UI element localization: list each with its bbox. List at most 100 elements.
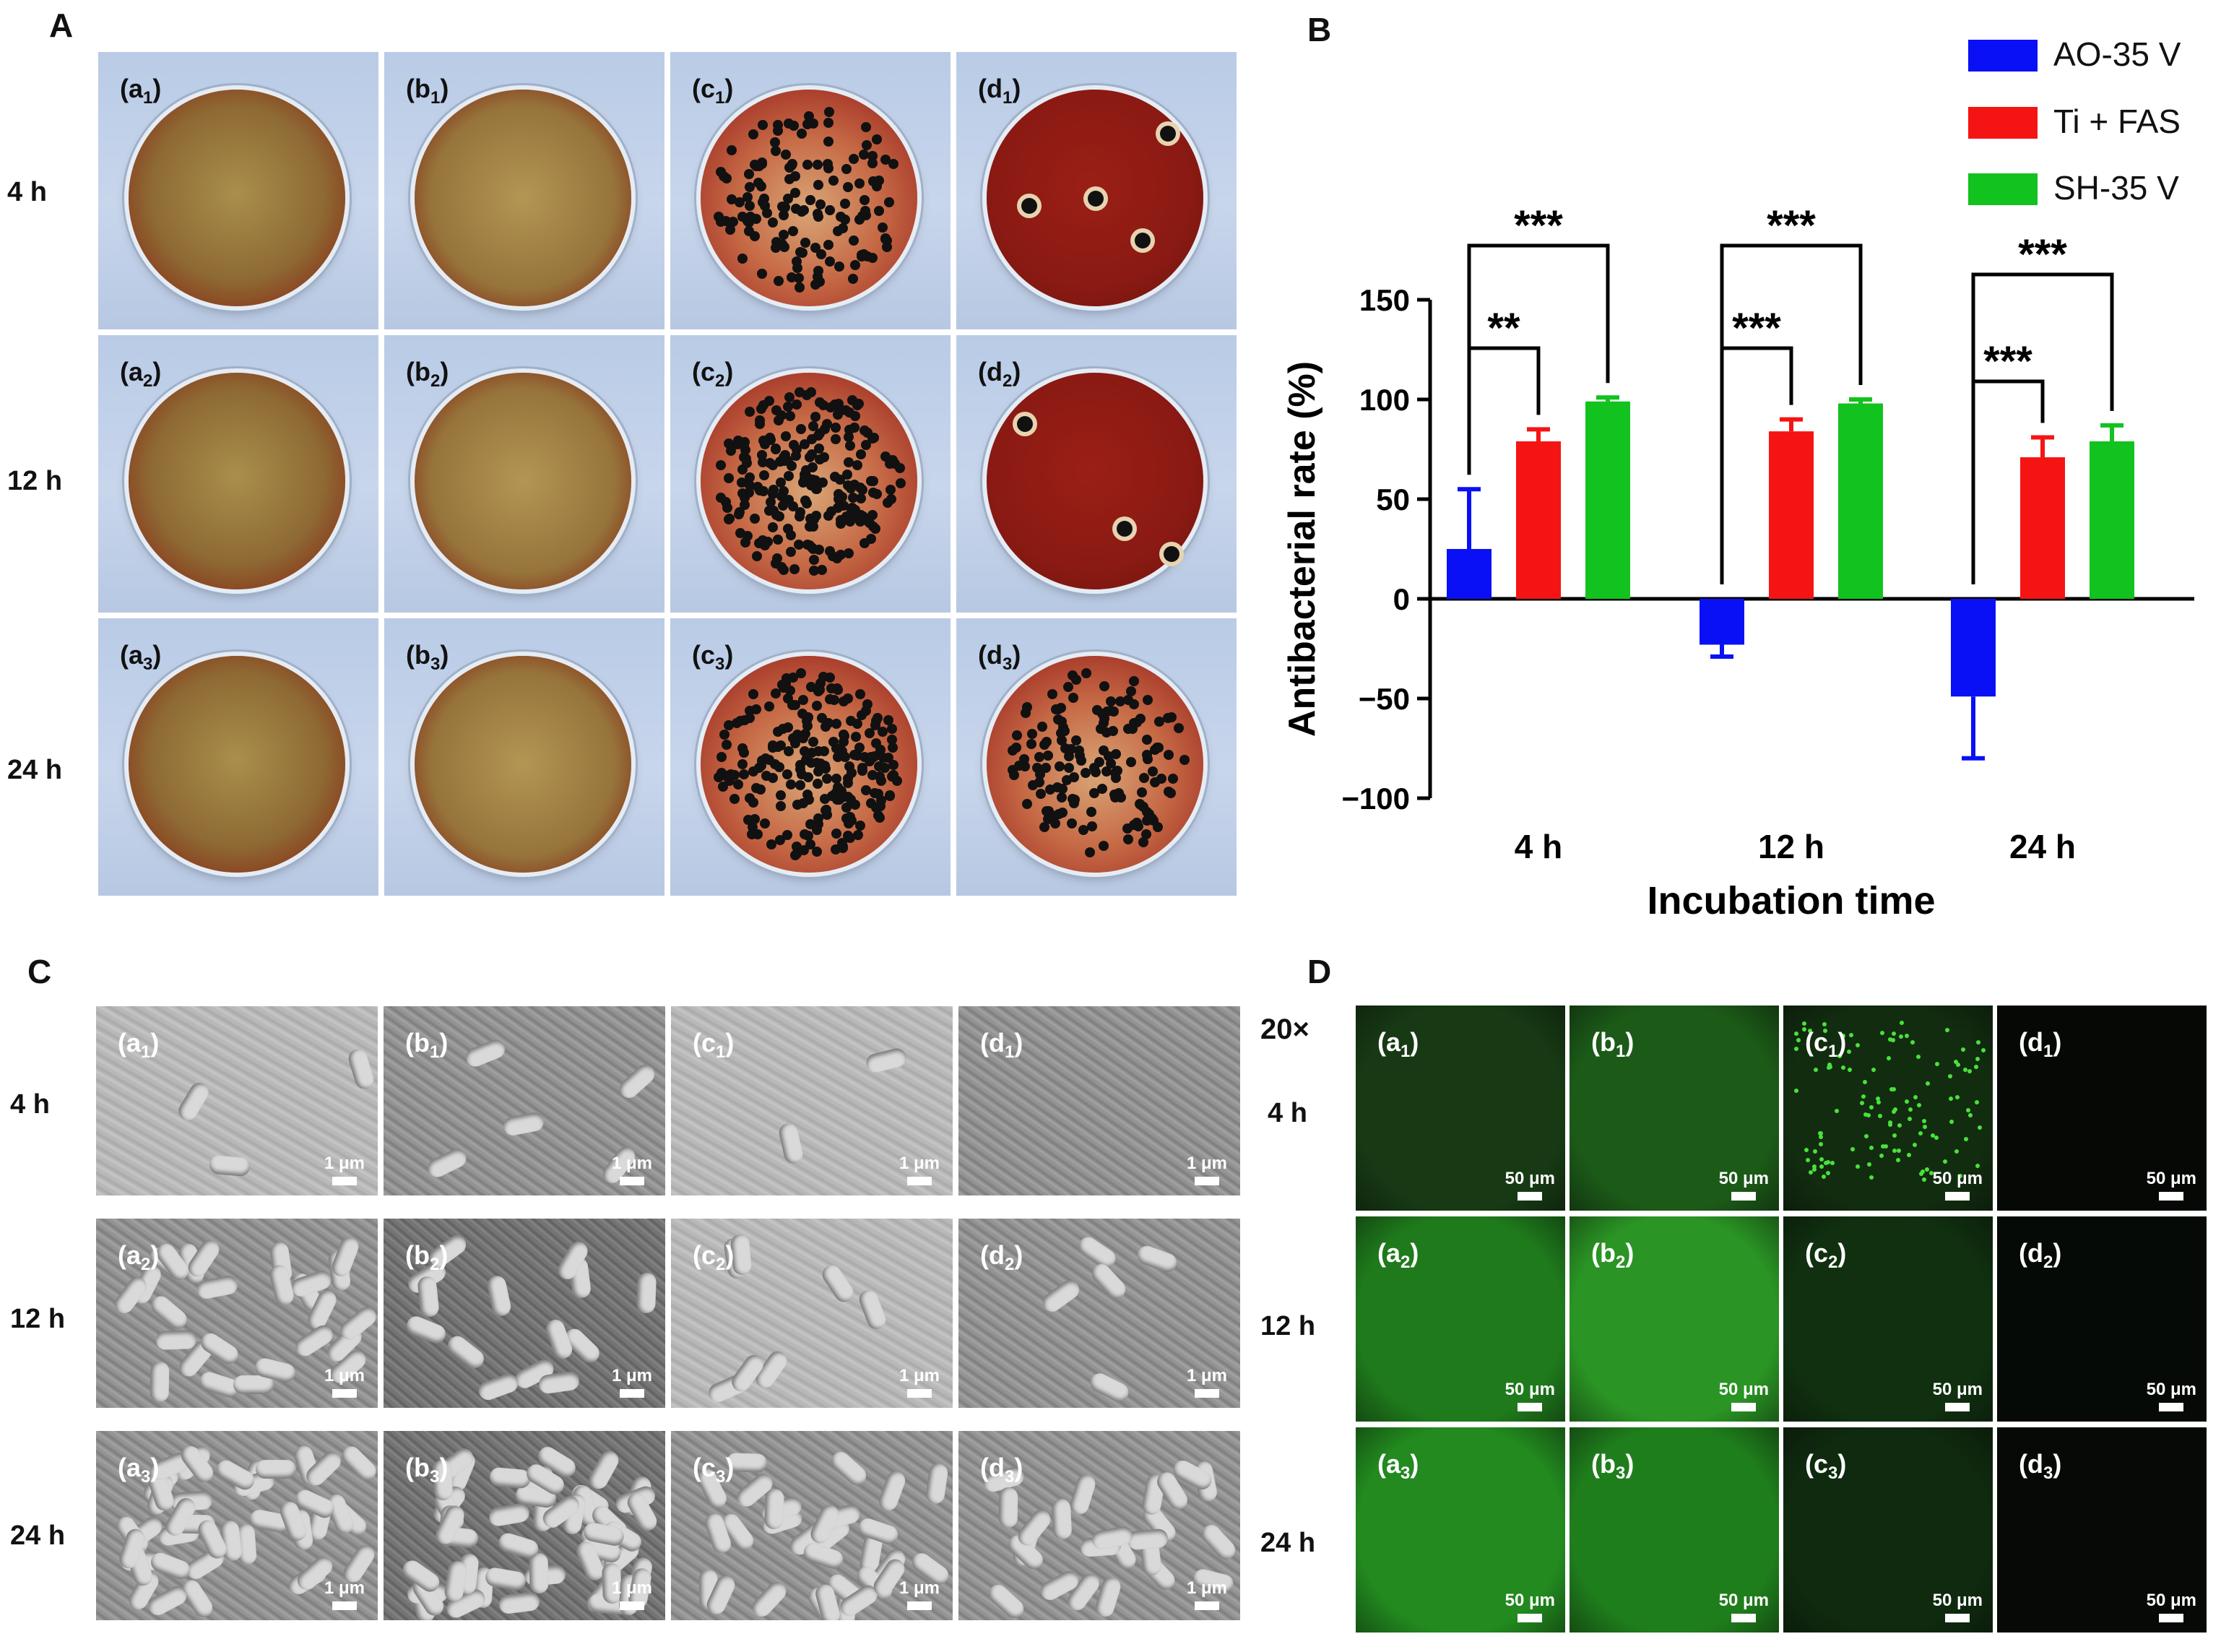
colony	[1148, 815, 1159, 826]
colony	[768, 217, 778, 228]
colony	[856, 493, 867, 503]
colony	[790, 849, 801, 860]
bacterium	[1088, 1260, 1130, 1303]
colony	[780, 202, 791, 212]
colony	[726, 194, 737, 204]
colony	[1135, 233, 1151, 248]
colony	[1166, 712, 1177, 722]
colony	[837, 842, 848, 852]
colony	[849, 153, 860, 164]
colony	[805, 195, 815, 206]
tile-label: (d1)	[978, 74, 1021, 108]
scale-bar-line	[1731, 1192, 1757, 1201]
bacterium	[424, 1145, 469, 1180]
colony	[1081, 668, 1092, 679]
colony	[1085, 847, 1096, 857]
colony	[758, 470, 769, 481]
colony	[1105, 696, 1116, 707]
scale-bar-label: 50 μm	[1932, 1591, 1983, 1610]
fluorescent-spot	[1913, 1094, 1918, 1099]
colony	[815, 199, 826, 210]
fluorescence-image-tile: (a3) 50 μm	[1356, 1427, 1565, 1632]
fluorescent-spot	[1881, 1143, 1886, 1149]
fluorescence-image-tile: (d2) 50 μm	[1997, 1216, 2207, 1422]
bacterium	[763, 1488, 784, 1530]
bacterium	[998, 1487, 1018, 1528]
fluorescent-spot	[1794, 1089, 1799, 1094]
colony	[847, 767, 857, 778]
colony	[745, 182, 756, 193]
colony	[1065, 744, 1076, 755]
sem-image-tile: (d2) 1 μm	[958, 1219, 1240, 1408]
colony	[756, 450, 767, 461]
fluorescent-spot	[1804, 1147, 1809, 1152]
colony	[1056, 792, 1067, 803]
colony	[792, 399, 802, 410]
bacterium	[488, 1466, 531, 1489]
colony	[1088, 191, 1104, 207]
colony	[856, 250, 867, 261]
colony	[875, 776, 886, 787]
colony	[844, 432, 854, 443]
colony	[1143, 695, 1153, 706]
colony	[850, 799, 861, 810]
petri-dish	[987, 656, 1203, 873]
colony	[729, 793, 740, 804]
petri-dish	[701, 90, 917, 306]
tile-label: (c2)	[692, 357, 734, 392]
colony	[813, 208, 823, 219]
colony	[844, 457, 854, 468]
colony	[816, 249, 827, 260]
colony	[884, 196, 895, 207]
colony	[789, 699, 800, 710]
fluorescent-spot	[1891, 1109, 1896, 1114]
colony	[1014, 760, 1025, 771]
colony	[753, 762, 764, 773]
panel-d-row-label-4h: 4 h	[1268, 1098, 1307, 1128]
colony	[1063, 762, 1074, 773]
colony	[857, 766, 868, 777]
colony	[852, 459, 862, 470]
colony	[732, 779, 743, 790]
scale-bar-label: 50 μm	[1505, 1591, 1555, 1610]
fluorescent-spot	[1861, 1094, 1866, 1099]
fluorescent-spot	[1934, 1135, 1939, 1140]
agar-plate-tile: (d2)	[956, 335, 1237, 613]
colony	[804, 111, 815, 121]
fluorescent-spot	[1976, 1039, 1981, 1045]
fluorescent-spot	[1822, 1174, 1827, 1179]
fluorescent-spot	[1864, 1133, 1869, 1138]
colony	[865, 476, 876, 486]
fluorescent-spot	[1967, 1069, 1972, 1074]
fluorescent-spot	[1876, 1099, 1881, 1104]
bar	[2020, 457, 2065, 599]
colony	[770, 145, 781, 156]
colony	[880, 762, 891, 773]
colony	[776, 239, 787, 250]
fluorescent-spot	[1921, 1169, 1926, 1175]
scale-bar-line	[1945, 1192, 1970, 1201]
agar-plate-tile: (c1)	[670, 52, 951, 329]
bacterium	[876, 1468, 908, 1513]
colony	[786, 460, 797, 471]
tile-label: (b2)	[1591, 1238, 1635, 1273]
colony	[772, 742, 783, 753]
bacterium	[1126, 1528, 1169, 1551]
scale-bar-label: 50 μm	[1932, 1380, 1983, 1399]
fluorescent-spot	[1801, 1027, 1806, 1032]
x-tick-label-4h: 4 h	[1515, 828, 1562, 865]
colony	[793, 273, 804, 284]
scale-bar-line	[1945, 1614, 1970, 1622]
bacterium	[175, 1079, 212, 1124]
colony	[1147, 766, 1158, 777]
scale-bar-line	[906, 1601, 932, 1610]
fluorescent-spot	[1924, 1167, 1929, 1172]
fluorescent-spot	[1965, 1107, 1970, 1112]
colony	[1057, 735, 1068, 746]
scale-bar-line	[2159, 1192, 2184, 1201]
colony	[771, 509, 782, 520]
colony	[1067, 818, 1077, 829]
fluorescent-spot	[1875, 1096, 1880, 1101]
colony	[1179, 754, 1190, 765]
fluorescent-spot	[1814, 1067, 1819, 1072]
